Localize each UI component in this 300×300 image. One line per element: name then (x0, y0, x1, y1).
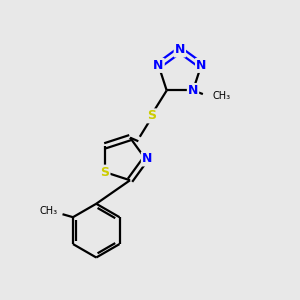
Text: N: N (196, 59, 206, 72)
Text: N: N (153, 59, 164, 72)
Text: S: S (100, 166, 109, 178)
Text: CH₃: CH₃ (40, 206, 58, 216)
Text: N: N (175, 44, 185, 56)
Text: CH₃: CH₃ (212, 92, 231, 101)
Text: N: N (188, 84, 198, 97)
Text: S: S (147, 110, 156, 122)
Text: N: N (142, 152, 152, 166)
